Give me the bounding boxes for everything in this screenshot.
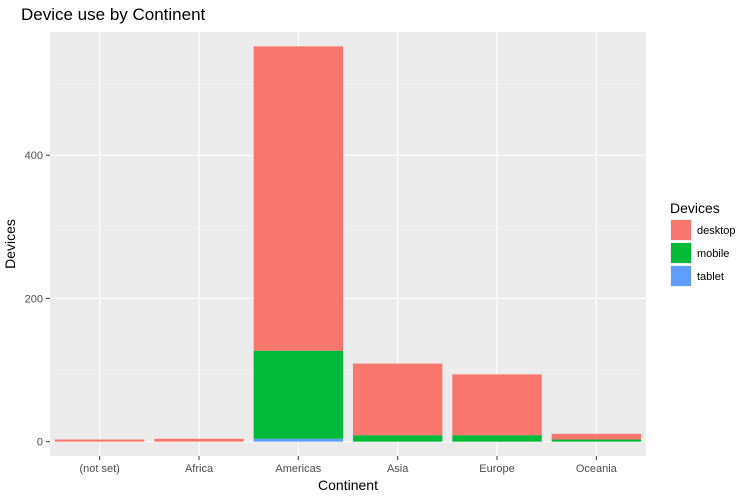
x-tick-label: Africa [185,463,214,475]
x-tick-label: Americas [275,463,321,475]
bar-desktop [154,438,244,442]
bar-mobile [253,350,344,439]
bar-mobile [352,435,443,442]
x-tick-label: Asia [387,463,409,475]
y-tick-label: 0 [37,437,43,449]
legend-swatch-mobile [671,243,691,263]
legend: Devices desktop mobile tablet [670,200,736,287]
legend-title: Devices [670,200,720,216]
legend-swatch-desktop [671,220,691,240]
y-axis-ticks: 0 200 400 [25,150,50,449]
chart-title: Device use by Continent [21,5,206,24]
legend-label-tablet: tablet [697,271,724,283]
bar-tablet [253,438,344,442]
bar-desktop [452,374,542,436]
bar-mobile [452,435,542,442]
x-axis-title: Continent [318,477,378,493]
bar-desktop [54,439,145,442]
legend-label-mobile: mobile [697,248,729,260]
grid-minor [50,83,646,371]
y-tick-label: 400 [25,150,43,162]
plot-panel [50,32,646,456]
x-tick-label: (not set) [79,463,119,475]
bar-desktop [253,46,344,351]
bar-desktop [551,433,642,440]
legend-label-desktop: desktop [697,225,736,237]
x-axis-ticks: (not set) Africa Americas Asia Europe Oceania [79,456,618,475]
bar-desktop [352,363,443,436]
legend-swatch-tablet [671,266,691,286]
y-tick-label: 200 [25,293,43,305]
bars [54,46,642,442]
bar-mobile [551,439,642,442]
x-tick-label: Europe [479,463,514,475]
y-axis-title: Devices [2,219,18,269]
x-tick-label: Oceania [576,463,618,475]
